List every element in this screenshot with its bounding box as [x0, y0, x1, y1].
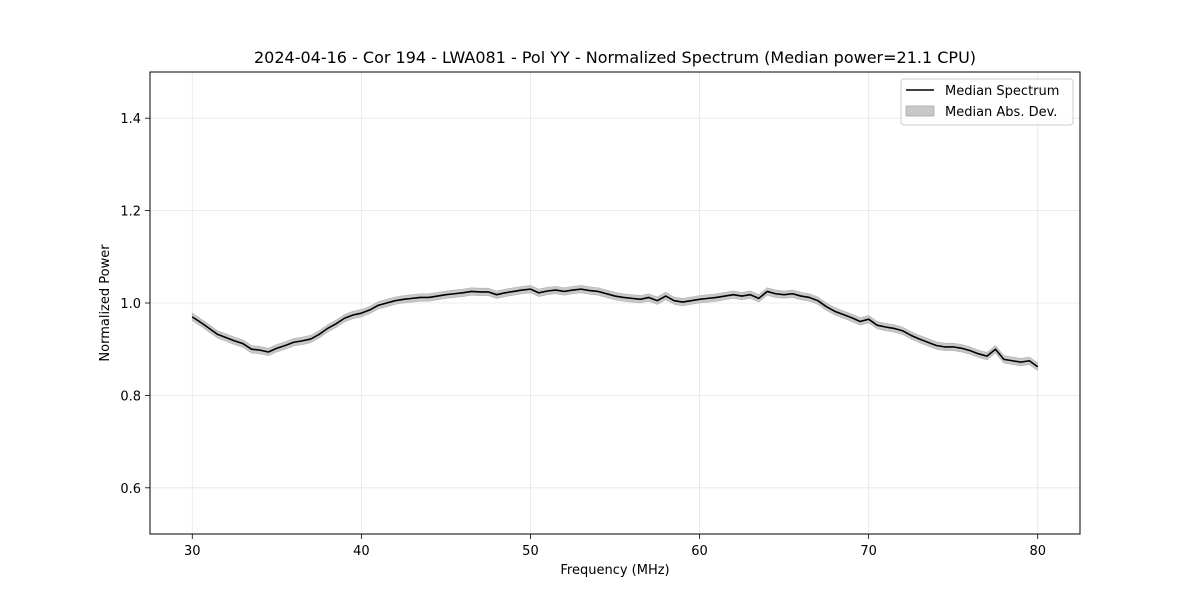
y-tick-label: 0.6: [120, 482, 141, 497]
y-tick-label: 0.8: [120, 389, 141, 404]
x-tick-label: 30: [184, 544, 201, 559]
x-tick-label: 70: [860, 544, 877, 559]
y-tick-label: 1.2: [120, 205, 141, 220]
legend-band-swatch: [905, 105, 935, 117]
legend-label-median-spectrum: Median Spectrum: [945, 84, 1059, 99]
median-spectrum-line: [191, 288, 1039, 368]
x-tick-label: 80: [1029, 544, 1046, 559]
x-axis-label: Frequency (MHz): [560, 563, 669, 578]
y-ticks: 0.6 0.8 1.0 1.2 1.4: [120, 112, 150, 497]
legend-box: [900, 78, 1074, 126]
y-tick-label: 1.0: [120, 297, 141, 312]
chart-title: 2024-04-16 - Cor 194 - LWA081 - Pol YY -…: [254, 48, 976, 67]
y-tick-label: 1.4: [120, 112, 141, 127]
median-line-layer: [191, 288, 1039, 368]
x-tick-label: 40: [353, 544, 370, 559]
x-ticks: 30 40 50 60 70 80: [184, 534, 1046, 559]
legend: Median Spectrum Median Abs. Dev.: [900, 78, 1074, 126]
legend-label-median-abs-dev: Median Abs. Dev.: [945, 105, 1057, 120]
x-tick-label: 60: [691, 544, 708, 559]
y-axis-label: Normalized Power: [98, 244, 113, 362]
x-tick-label: 50: [522, 544, 539, 559]
